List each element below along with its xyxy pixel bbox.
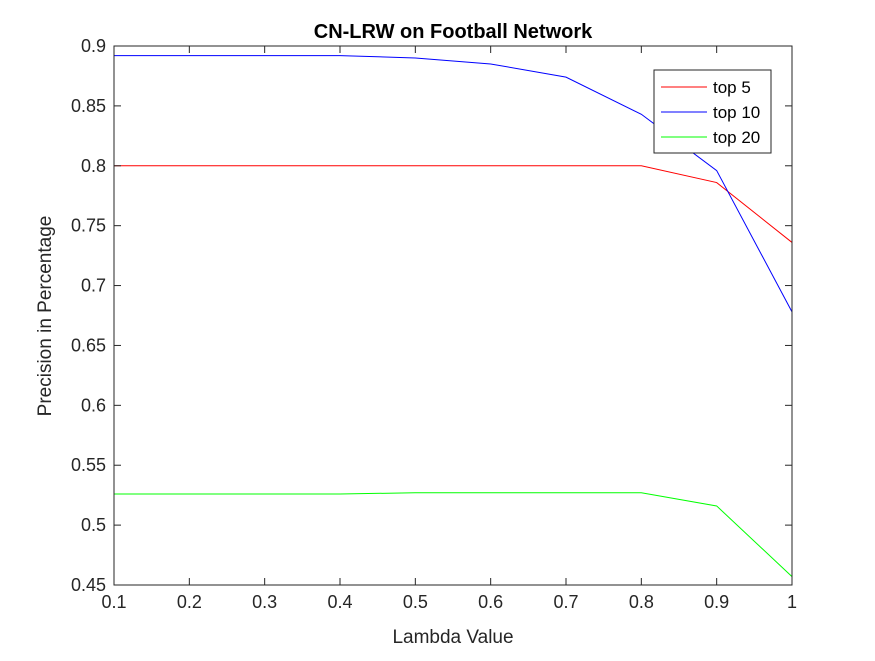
x-tick-label: 0.1 <box>101 592 126 612</box>
x-tick-label: 0.4 <box>327 592 352 612</box>
x-tick-label: 0.6 <box>478 592 503 612</box>
chart-title: CN-LRW on Football Network <box>314 21 593 43</box>
x-tick-label: 0.3 <box>252 592 277 612</box>
y-ticks: 0.45 0.5 0.55 0.6 0.65 0.7 0.75 0.8 0.85 0.9 <box>71 36 792 595</box>
y-tick-label: 0.55 <box>71 455 106 475</box>
x-axis-label: Lambda Value <box>392 627 513 648</box>
x-ticks: 0.1 0.2 0.3 0.4 0.5 0.6 0.7 0.8 0.9 1 <box>101 46 797 612</box>
y-tick-label: 0.75 <box>71 216 106 236</box>
x-tick-label: 1 <box>787 592 797 612</box>
x-tick-label: 0.7 <box>553 592 578 612</box>
legend: top 5 top 10 top 20 <box>653 69 772 154</box>
y-tick-label: 0.7 <box>81 276 106 296</box>
series-line-top-20 <box>114 492 793 577</box>
y-tick-label: 0.45 <box>71 575 106 595</box>
axes-box <box>113 45 793 586</box>
series-line-top-5 <box>114 165 793 243</box>
y-tick-label: 0.65 <box>71 335 106 355</box>
y-axis-label: Precision in Percentage <box>35 216 56 417</box>
x-tick-label: 0.2 <box>177 592 202 612</box>
x-tick-label: 0.9 <box>704 592 729 612</box>
x-tick-label: 0.8 <box>629 592 654 612</box>
y-tick-label: 0.6 <box>81 395 106 415</box>
y-tick-label: 0.85 <box>71 96 106 116</box>
y-tick-label: 0.9 <box>81 36 106 56</box>
legend-label: top 5 <box>713 78 751 97</box>
y-tick-label: 0.5 <box>81 515 106 535</box>
legend-label: top 10 <box>713 103 760 122</box>
x-tick-label: 0.5 <box>403 592 428 612</box>
legend-label: top 20 <box>713 128 760 147</box>
y-tick-label: 0.8 <box>81 156 106 176</box>
